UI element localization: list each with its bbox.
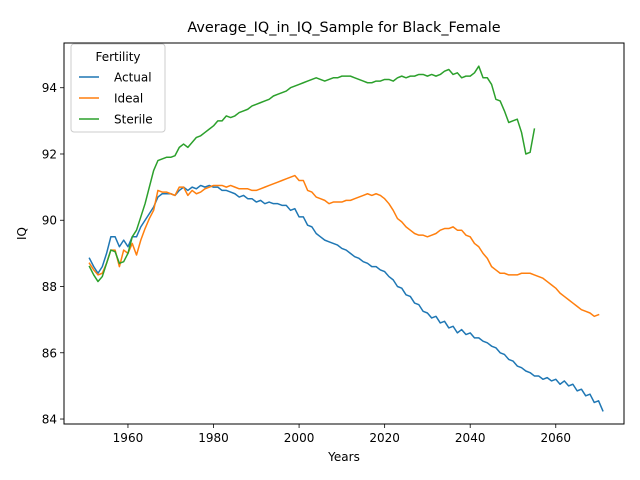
plot-frame: [63, 42, 625, 425]
x-tick-label: 2040: [455, 431, 486, 445]
y-tick-label: 88: [42, 280, 57, 294]
y-tick-label: 86: [42, 346, 57, 360]
series-group: [88, 65, 604, 412]
y-axis: 84 86 88 90 92 94: [42, 81, 64, 427]
legend-title: Fertility: [95, 50, 140, 64]
legend: Fertility Actual Ideal Sterile: [70, 43, 166, 133]
x-tick-label: 2060: [540, 431, 571, 445]
x-tick-label: 1960: [113, 431, 144, 445]
y-tick-label: 84: [42, 413, 57, 427]
x-tick-label: 1980: [198, 431, 229, 445]
legend-label-actual: Actual: [114, 71, 152, 85]
y-tick-label: 94: [42, 81, 57, 95]
legend-entries: Actual Ideal Sterile: [79, 71, 153, 127]
legend-box: [70, 43, 166, 133]
legend-label-sterile: Sterile: [114, 113, 153, 127]
x-tick-label: 2020: [369, 431, 400, 445]
plot-area: [63, 42, 625, 425]
series-line-sterile: [88, 65, 536, 283]
chart-title: Average_IQ_in_IQ_Sample for Black_Female: [187, 20, 500, 36]
x-axis-label: Years: [327, 450, 360, 464]
y-axis-label: IQ: [15, 227, 29, 240]
legend-label-ideal: Ideal: [114, 92, 143, 106]
y-tick-label: 90: [42, 214, 57, 228]
x-axis: 1960 1980 2000 2020 2040 2060: [113, 424, 571, 445]
x-tick-label: 2000: [284, 431, 315, 445]
y-tick-label: 92: [42, 147, 57, 161]
series-line-ideal: [88, 174, 600, 318]
